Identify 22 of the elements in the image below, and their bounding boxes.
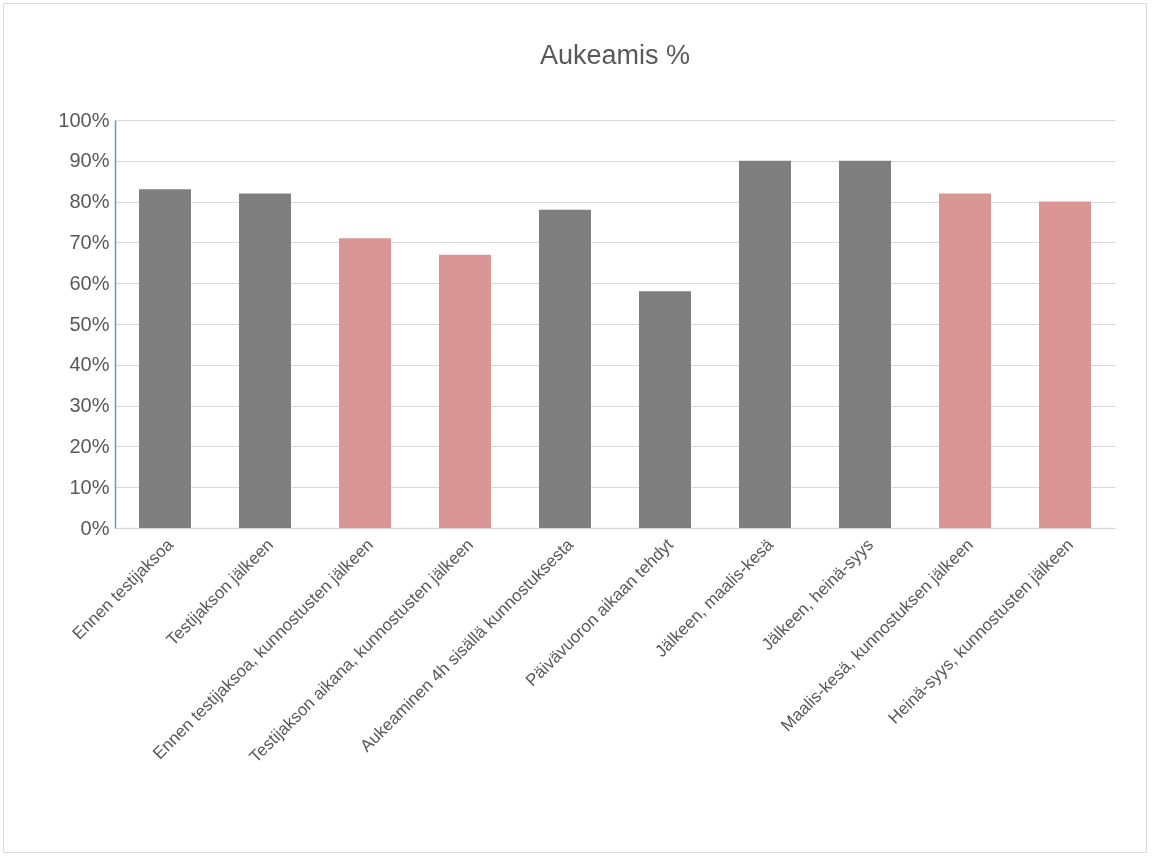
y-tick-label: 70% (69, 230, 110, 253)
bar (339, 238, 391, 528)
bar (539, 209, 591, 528)
y-tick-label: 50% (69, 312, 110, 335)
bar (139, 189, 191, 528)
y-tick-label: 0% (80, 516, 110, 539)
bar (639, 291, 691, 528)
y-tick-label: 10% (69, 475, 110, 498)
chart-title: Aukeamis % (539, 40, 691, 70)
bar (739, 160, 791, 528)
y-tick-label: 30% (69, 394, 110, 417)
y-tick-label: 90% (69, 149, 110, 172)
y-tick-label: 100% (58, 108, 110, 131)
bar (939, 193, 991, 528)
bar (439, 254, 491, 528)
bar (239, 193, 291, 528)
y-tick-label: 40% (69, 353, 110, 376)
y-tick-label: 60% (69, 271, 110, 294)
y-tick-label: 20% (69, 434, 110, 457)
bar (839, 160, 891, 528)
bar (1039, 201, 1091, 528)
y-tick-label: 80% (69, 190, 110, 213)
